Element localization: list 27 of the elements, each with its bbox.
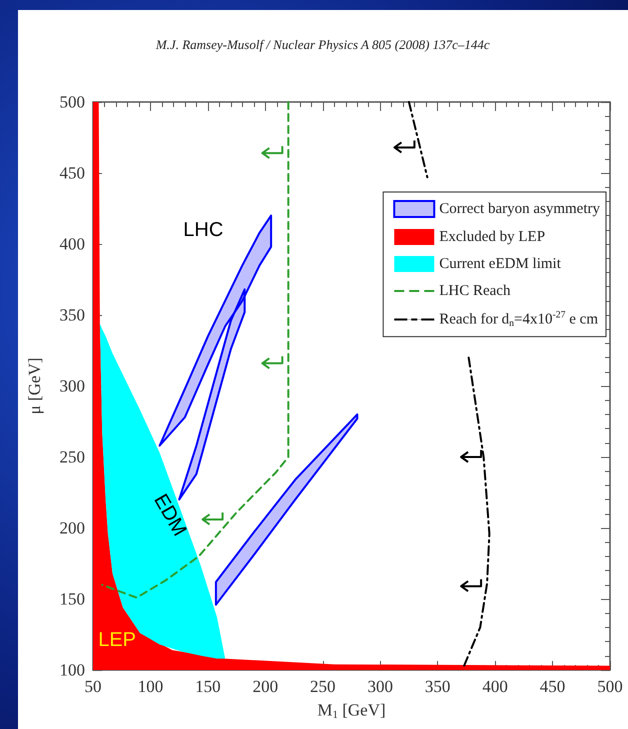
x-tick-label: 500 xyxy=(597,677,623,696)
x-tick-label: 450 xyxy=(540,677,566,696)
annotation: LHC xyxy=(183,218,224,241)
legend-label: Correct baryon asymmetry xyxy=(439,201,600,217)
x-tick-label: 150 xyxy=(195,677,221,696)
text: M.J. Ramsey-Musolf / Nuclear Physics A 805 (2008) 137c–144c xyxy=(154,37,490,52)
x-tick-label: 50 xyxy=(84,677,102,696)
y-tick-label: 150 xyxy=(60,590,85,608)
y-tick-label: 300 xyxy=(60,376,85,396)
x-tick-label: 200 xyxy=(252,677,278,696)
y-tick-label: 250 xyxy=(60,448,85,466)
y-axis-title: μ [GeV] xyxy=(25,358,44,414)
y-tick-label: 450 xyxy=(60,164,85,182)
annotation: LEP xyxy=(98,629,136,652)
y-tick-label: 500 xyxy=(60,92,85,112)
y-tick-label: 400 xyxy=(60,234,85,254)
x-tick-label: 250 xyxy=(310,677,336,696)
y-tick-label: 200 xyxy=(60,518,85,538)
x-tick-label: 300 xyxy=(367,677,393,696)
x-tick-label: 400 xyxy=(482,677,508,696)
legend-label: LHC Reach xyxy=(439,283,511,299)
legend-label: Current eEDM limit xyxy=(439,256,562,272)
x-tick-label: 100 xyxy=(138,677,164,696)
x-tick-label: 350 xyxy=(424,677,450,696)
y-tick-label: 100 xyxy=(60,660,85,680)
legend-label: Excluded by LEP xyxy=(439,229,546,245)
y-tick-label: 350 xyxy=(60,306,85,324)
